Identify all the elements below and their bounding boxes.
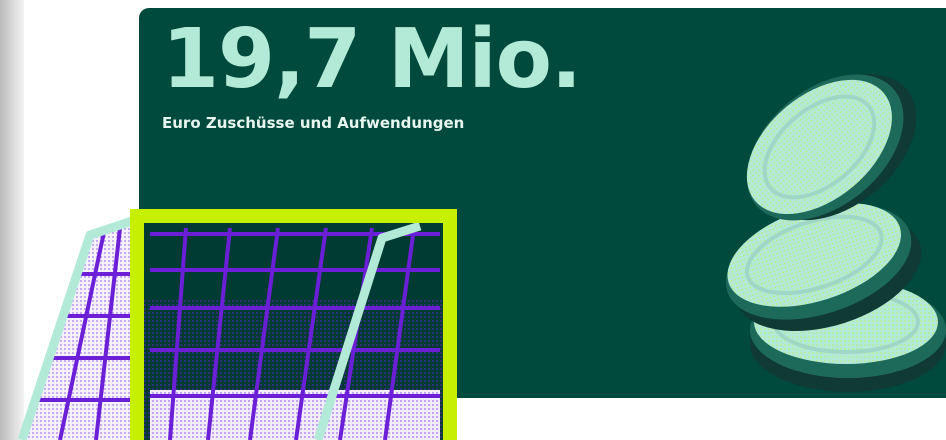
page-binding-shadow — [0, 0, 24, 440]
stat-subline: Euro Zuschüsse und Aufwendungen — [162, 114, 465, 132]
stat-headline: 19,7 Mio. — [162, 12, 582, 107]
